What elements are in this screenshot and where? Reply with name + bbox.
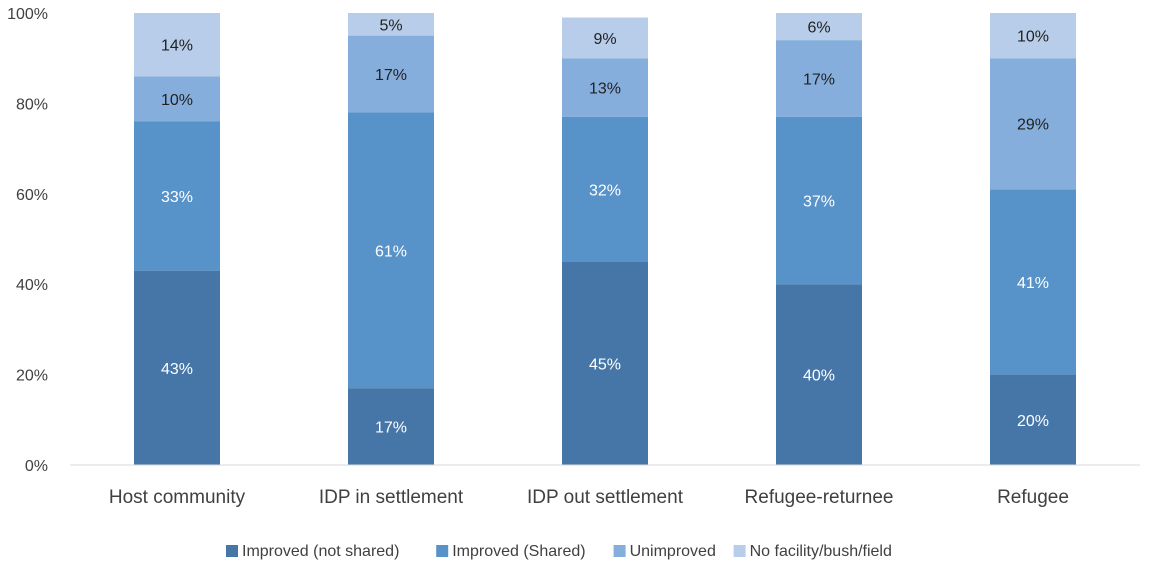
bar-segment (134, 270, 220, 465)
data-label: 17% (375, 67, 407, 84)
data-label: 45% (589, 356, 621, 373)
bar-segment (562, 58, 648, 117)
bar-segment (562, 261, 648, 465)
legend-item: Improved (not shared) (226, 543, 399, 560)
data-label: 17% (375, 420, 407, 437)
legend-swatch (436, 545, 449, 557)
data-label: 9% (593, 31, 616, 48)
bar-segment (134, 13, 220, 77)
data-label: 10% (161, 92, 193, 109)
x-category-label: IDP in settlement (319, 487, 464, 508)
legend-item: Unimproved (613, 543, 716, 560)
data-label: 37% (803, 194, 835, 211)
y-tick-label: 80% (16, 96, 48, 113)
data-label: 41% (1017, 275, 1049, 292)
y-axis: 0% 20% 40% 60% 80% 100% (7, 6, 48, 475)
data-label: 5% (379, 17, 402, 34)
legend-swatch (613, 545, 626, 557)
y-tick-label: 0% (25, 458, 48, 475)
data-label: 43% (161, 361, 193, 378)
legend: Improved (not shared) Improved (Shared) Un… (226, 543, 892, 560)
y-tick-label: 100% (7, 6, 48, 23)
bar-segment (562, 116, 648, 262)
bar-segment (348, 112, 434, 389)
data-label: 33% (161, 189, 193, 206)
y-tick-label: 20% (16, 368, 48, 385)
legend-label: Improved (Shared) (452, 543, 585, 560)
legend-label: No facility/bush/field (750, 543, 892, 560)
bar-segment (562, 17, 648, 59)
legend-swatch (226, 545, 238, 557)
x-axis: Host community IDP in settlement IDP out s… (109, 487, 1069, 508)
bar-segment (776, 40, 862, 117)
bar-segment (776, 284, 862, 465)
data-label: 32% (589, 182, 621, 199)
legend-item: Improved (Shared) (436, 543, 586, 560)
legend-label: Improved (not shared) (242, 543, 399, 560)
bar-segment (134, 76, 220, 122)
bar-labels: 43% 33% 10% 14% 17% 61% 17% 5% 45% 32% 13% 9% 40% 37%… (161, 17, 1049, 436)
x-category-label: Refugee-returnee (745, 487, 894, 508)
data-label: 29% (1017, 117, 1049, 134)
data-label: 10% (1017, 29, 1049, 46)
data-label: 13% (589, 81, 621, 98)
x-category-label: Refugee (997, 487, 1069, 508)
data-label: 61% (375, 243, 407, 260)
bar-segment (134, 121, 220, 271)
data-label: 17% (803, 72, 835, 89)
legend-label: Unimproved (630, 543, 716, 560)
bar-segment (990, 374, 1076, 465)
bar-segment (776, 13, 862, 41)
y-tick-label: 60% (16, 187, 48, 204)
data-label: 40% (803, 368, 835, 385)
bar-segment (990, 13, 1076, 59)
data-label: 6% (807, 20, 830, 37)
data-label: 20% (1017, 413, 1049, 430)
bars (134, 13, 1076, 465)
x-category-label: Host community (109, 487, 246, 508)
legend-swatch (733, 545, 746, 557)
y-tick-label: 40% (16, 277, 48, 294)
legend-item: No facility/bush/field (733, 543, 892, 560)
bar-segment (348, 13, 434, 36)
bar-segment (990, 58, 1076, 190)
bar-segment (348, 35, 434, 113)
bar-segment (348, 388, 434, 465)
bar-segment (776, 116, 862, 285)
x-category-label: IDP out settlement (527, 487, 684, 508)
data-label: 14% (161, 38, 193, 55)
bar-segment (990, 189, 1076, 375)
